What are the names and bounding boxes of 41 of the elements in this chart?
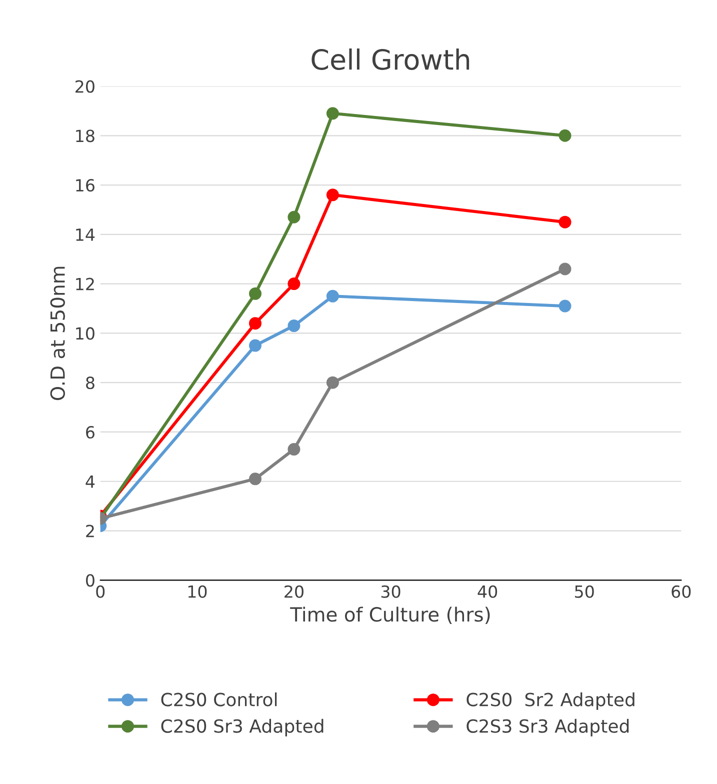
point [288,320,300,332]
y-tick-label: 20 [76,80,94,93]
point [558,300,572,312]
point [326,188,339,202]
point [326,107,339,120]
point [249,472,262,486]
point [249,339,262,352]
x-tick-label: 10 [188,585,207,598]
x-tick-label: 60 [672,585,691,598]
y-tick-label: 0 [86,574,94,587]
y-tick-label: 10 [76,327,94,340]
point [288,210,300,224]
y-tick-label: 2 [86,524,94,538]
legend-label: C2S0 Control [161,692,277,706]
x-tick-label: 50 [575,585,594,598]
point [249,287,262,300]
legend-label: C2S0 Sr2 Adapted [466,692,634,710]
point [558,216,572,228]
x-tick-label: 30 [381,585,400,598]
legend-label: C2S3 Sr3 Adapted [466,718,629,736]
legend-label: C2S0 Sr3 Adapted [161,718,324,736]
chart-title: Cell Growth [312,48,470,70]
y-axis-title: O.D at 550nm [50,266,65,400]
y-tick-label: 8 [86,376,94,390]
y-tick-label: 14 [76,228,95,241]
point [326,290,339,302]
x-axis-title: Time of Culture (hrs) [290,606,490,624]
point [326,376,339,389]
x-tick-label: 20 [284,585,304,598]
y-tick-label: 6 [86,426,94,439]
y-tick-label: 16 [76,178,94,192]
point [288,443,300,456]
y-tick-label: 12 [76,278,94,290]
point [288,278,300,290]
x-tick-label: 40 [478,585,498,598]
point [249,317,262,330]
y-tick-label: 4 [86,476,95,488]
point [558,129,572,142]
y-tick-label: 18 [76,130,94,142]
point [558,262,572,276]
x-tick-label: 0 [96,585,105,598]
